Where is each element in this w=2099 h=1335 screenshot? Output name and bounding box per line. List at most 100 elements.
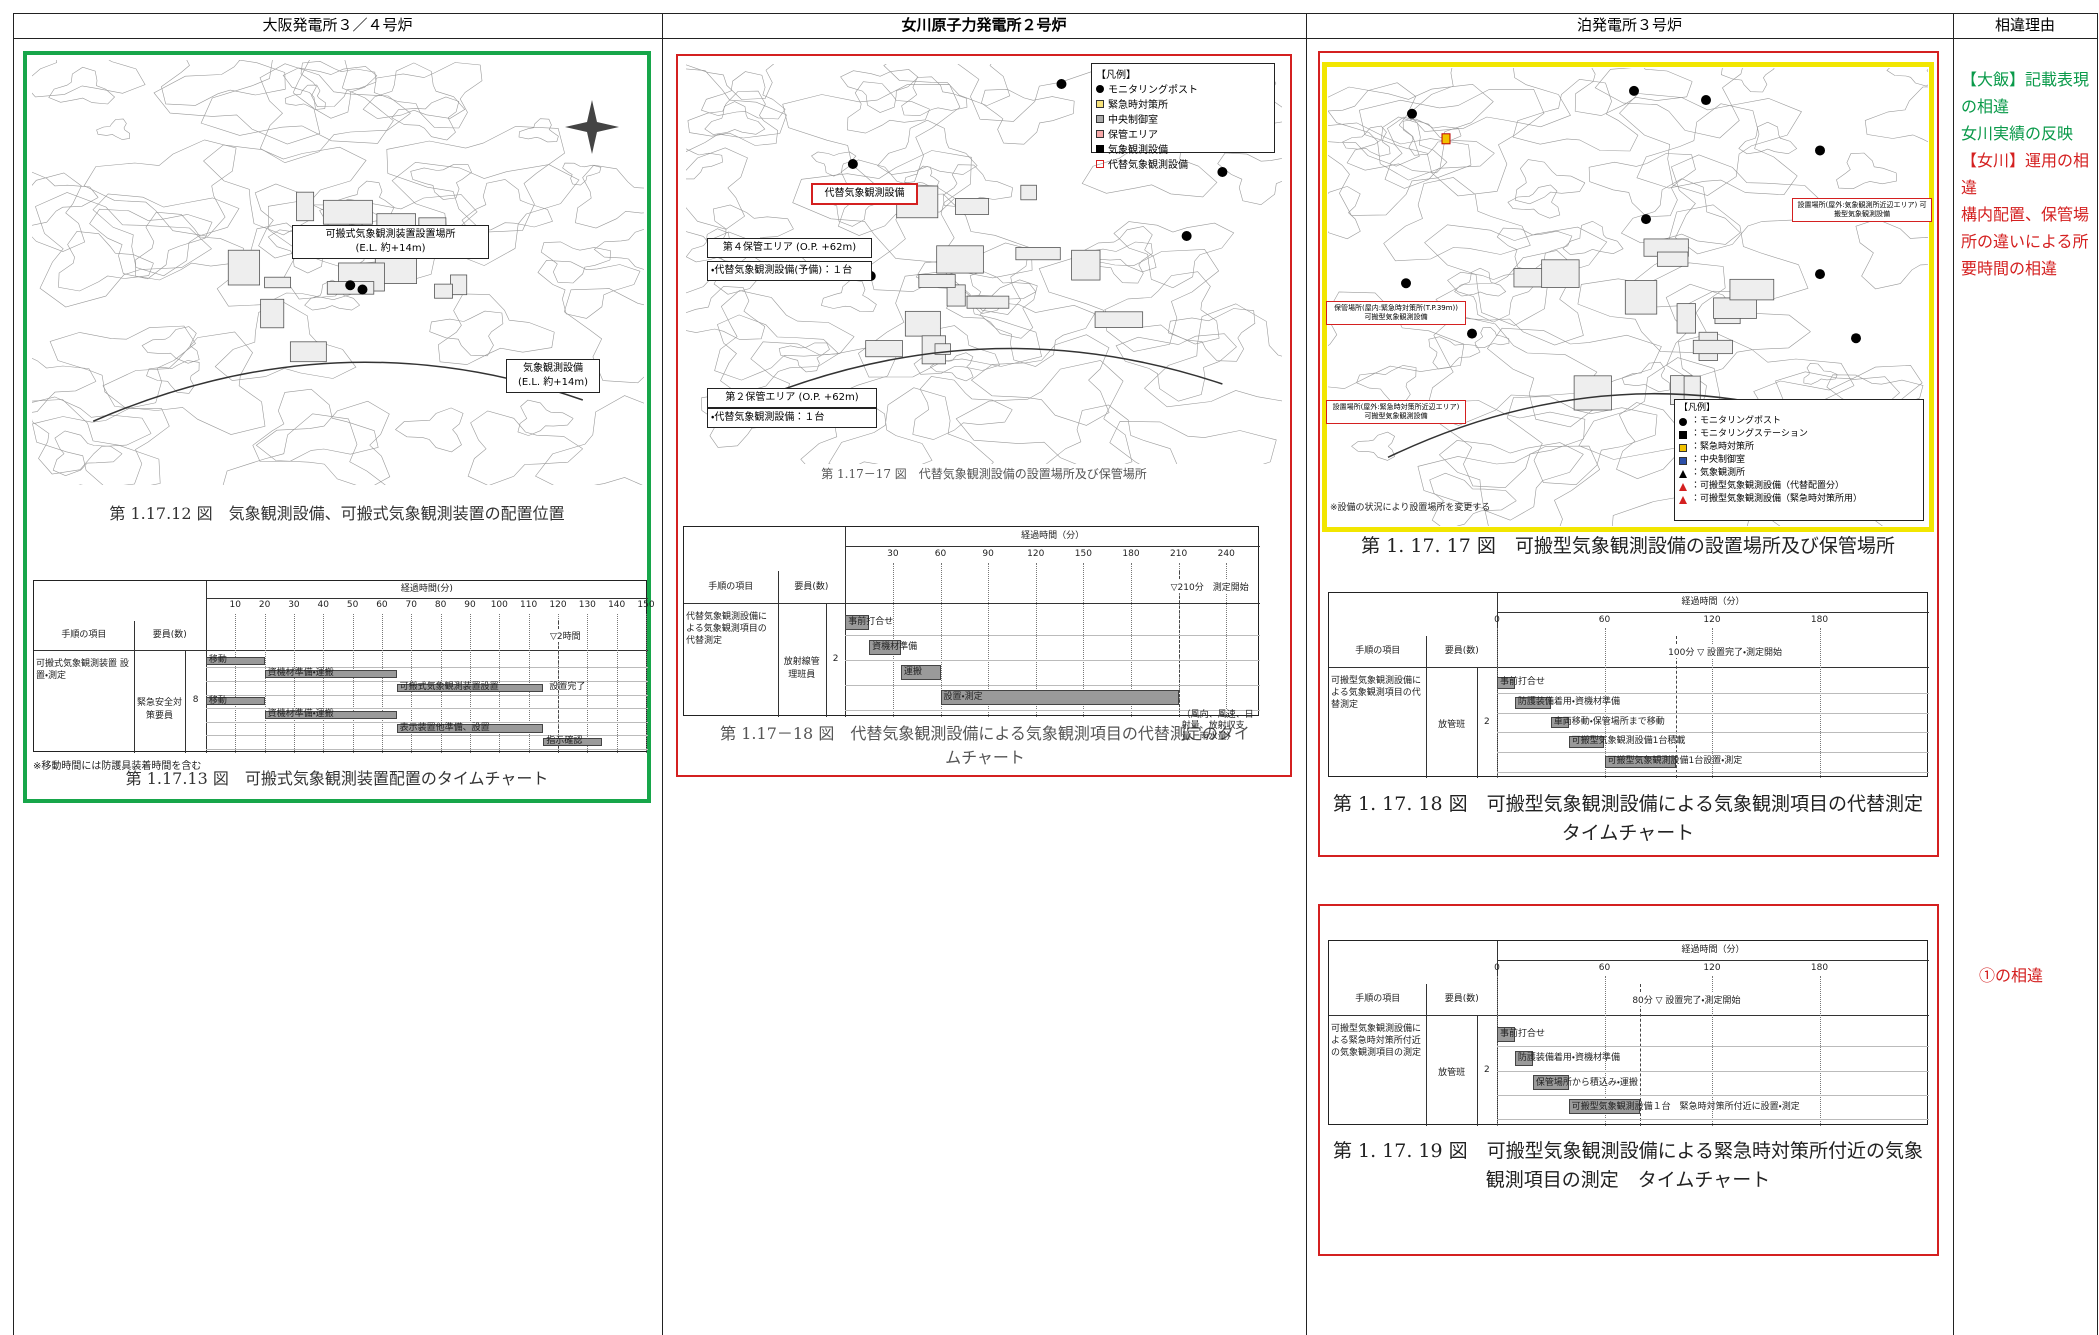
contour	[1474, 327, 1510, 349]
time-bar	[1497, 676, 1515, 689]
grid-line	[469, 613, 471, 753]
contour	[1594, 68, 1743, 139]
column-header: 手順の項目	[1355, 993, 1401, 1004]
contour	[945, 279, 1038, 339]
table-line	[205, 598, 648, 600]
figure-caption: 第 1.17－17 図 代替気象観測設備の設置場所及び保管場所	[821, 467, 1147, 481]
contour	[200, 60, 394, 144]
grid-line	[293, 613, 295, 753]
figure-caption: 第 1.17.13 図 可搬式気象観測装置配置のタイムチャート	[125, 769, 549, 788]
x-tick-label: 180	[1810, 962, 1829, 973]
task-label: 代替気象観測設備による気象観測項目の代替測定	[686, 612, 768, 646]
column-header: 要員(数)	[1444, 645, 1479, 656]
reason: 女川実績の反映	[1961, 124, 2074, 143]
contour	[1358, 88, 1545, 197]
building	[296, 191, 315, 222]
legend-text: 代替気象観測設備	[1108, 160, 1188, 171]
row-line	[845, 635, 1260, 637]
map-label: ・代替気象観測設備(予備)：１台	[707, 261, 872, 281]
milestone-label: ▽210分 測定開始	[1170, 580, 1249, 594]
side-note: 設置完了	[549, 682, 586, 693]
contour	[535, 395, 644, 485]
milestone-line	[1676, 635, 1678, 778]
time-bar	[1550, 716, 1569, 729]
x-tick-label: 20	[258, 600, 271, 611]
contour	[686, 148, 723, 180]
bar-label: 可搬型気象観測設備１台 緊急時対策所付近に設置・測定	[1571, 1101, 1800, 1112]
bar-label: 資機材準備	[872, 642, 918, 653]
time-bar	[900, 664, 941, 680]
chart-title: 経過時間（分）	[1021, 531, 1085, 541]
staff-label: 放管班	[1438, 1067, 1466, 1078]
building	[1071, 249, 1101, 281]
contour	[981, 88, 1075, 145]
x-tick-label: 90	[982, 549, 994, 559]
contour	[32, 396, 152, 475]
building	[227, 249, 261, 286]
legend-symbol	[1096, 129, 1104, 138]
x-tick-label: 60	[1598, 962, 1611, 973]
contour	[1429, 472, 1517, 526]
monitoring-post	[1181, 231, 1192, 241]
x-tick-label: 40	[317, 600, 329, 611]
yellow-frame	[1322, 62, 1934, 532]
legend-text: ：緊急時対策所	[1691, 442, 1755, 452]
legend-text: 中央制御室	[1108, 115, 1158, 126]
grid-line	[499, 613, 501, 753]
frame-line	[1306, 13, 1307, 1335]
x-tick-label: 0	[1494, 614, 1500, 625]
frame-line	[13, 13, 14, 1335]
x-tick-label: 180	[1122, 549, 1140, 559]
contour	[1351, 431, 1396, 461]
grid-line	[940, 563, 942, 717]
time-bar	[264, 710, 397, 720]
legend-item: ：中央制御室	[1679, 454, 1919, 467]
contour	[1328, 122, 1472, 216]
contour	[1437, 400, 1586, 489]
grid-line	[988, 563, 990, 717]
grid-line	[1497, 628, 1498, 778]
time-bar	[396, 683, 544, 692]
contour	[1506, 396, 1658, 486]
bar-label: 可搬型気象観測設備1台設置・測定	[1607, 756, 1743, 767]
time-bar	[1532, 1075, 1569, 1090]
table-line	[1426, 983, 1428, 1126]
legend-item: 緊急時対策所	[1096, 96, 1270, 111]
red-frame	[1318, 51, 1939, 857]
map-background	[32, 60, 644, 485]
x-tick-label: 10	[229, 600, 241, 611]
contour	[89, 208, 213, 280]
map-label: 設置場所(屋外:緊急時対策所近辺エリア) 可搬型気象観測設備	[1326, 400, 1466, 424]
contour	[96, 118, 130, 140]
frame-line	[13, 38, 2097, 39]
row-line	[205, 694, 648, 696]
row-line	[1497, 712, 1929, 714]
figure-caption: 第 1. 17. 17 図 可搬型気象観測設備の設置場所及び保管場所	[1361, 535, 1895, 557]
bar-label: 資機材準備・運搬	[267, 668, 334, 679]
contour	[1408, 68, 1571, 132]
x-tick-label: 130	[578, 600, 596, 611]
contour	[1045, 404, 1178, 464]
contour	[1636, 103, 1798, 196]
staff-count: 2	[832, 654, 839, 664]
contour	[1438, 440, 1584, 521]
row-line	[1497, 1070, 1929, 1072]
figure-caption: 第 1.17.12 図 気象観測設備、可搬式気象観測装置の配置位置	[109, 504, 565, 523]
monitoring-post	[357, 284, 368, 295]
column-header: 要員(数)	[1444, 993, 1479, 1004]
bar-label: 車両移動・保管場所まで移動	[1553, 716, 1665, 727]
contour	[811, 151, 857, 177]
x-tick-label: 140	[608, 600, 626, 611]
bar-label: 可搬型気象観測設備1台積載	[1571, 736, 1686, 747]
row-line	[1497, 1046, 1929, 1048]
contour	[386, 126, 565, 233]
contour	[1328, 186, 1361, 240]
contour	[1512, 78, 1639, 152]
contour	[717, 314, 839, 394]
contour	[1720, 68, 1775, 93]
x-tick-label: 30	[288, 600, 300, 611]
contour	[828, 387, 994, 464]
x-tick-label: 120	[1703, 614, 1721, 625]
building	[322, 199, 373, 225]
monitoring-post	[1467, 328, 1477, 339]
